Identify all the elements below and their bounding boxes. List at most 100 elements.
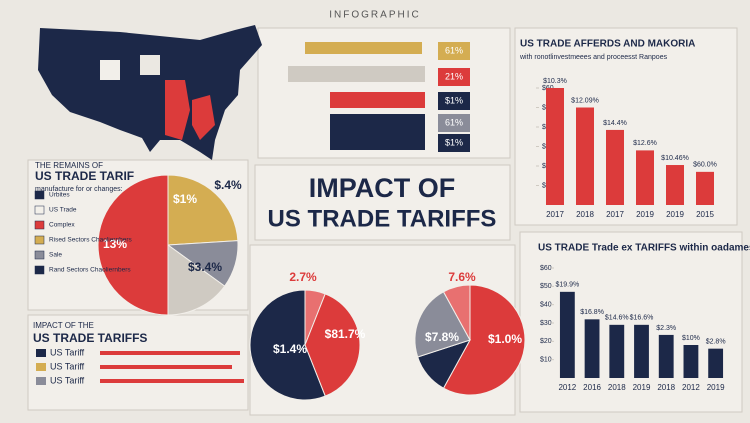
y-tick-label: $50 [540,283,552,290]
tariff-item: US Tariff [50,347,85,357]
legend-swatch [34,235,45,245]
headline: US TRADE TARIFFS [268,205,497,232]
bar-annotation: $12.6% [633,140,657,147]
tariff-item: US Tariff [50,361,85,371]
x-tick-label: 2018 [608,383,626,392]
pie-annotation: 2.7% [289,270,317,284]
legend-label: Rand Sectors Chaoliernbers [49,267,131,274]
headline: IMPACT OF [309,173,455,203]
pie-annotation: $7.8% [425,330,459,344]
map-region [192,95,215,140]
pie-annotation: 7.6% [448,270,476,284]
bar [559,291,575,378]
percent-label: 61% [445,117,463,127]
legend-label: Complex [49,222,75,229]
chart-title: US TRADE Trade ex TARIFFS within oadames… [538,243,750,254]
pie-annotation: $81.7% [325,327,366,341]
header-label: INFOGRAPHIC [329,10,420,21]
x-tick-label: 2017 [606,210,624,219]
pie-annotation: $1% [173,192,197,206]
pie-slice [97,174,169,316]
bar-annotation: $60.0% [693,162,717,169]
pie-annotation: $1.4% [273,342,307,356]
legend-swatch [34,250,45,260]
pie-slice [414,291,471,358]
bar [658,334,674,378]
label-box [438,114,470,132]
percent-label: $1% [445,137,463,147]
label-box [438,68,470,86]
legend-label: US Trade [49,207,77,214]
bar [546,88,564,205]
bar [609,324,625,378]
bar [666,165,684,205]
bar-annotation: $2.3% [656,325,676,332]
pie-slice [442,284,526,396]
percent-label: 21% [445,71,463,81]
pie-slice [442,284,471,341]
bar-panel-bottom [519,231,743,413]
bar-annotation: $14.4% [603,120,627,127]
bar [576,107,594,205]
percent-label: $1% [445,95,463,105]
x-tick-label: 2019 [707,383,725,392]
bar [696,171,714,205]
bar-annotation: $10% [682,335,700,342]
bar-annotation: $12.09% [571,97,599,104]
bar-annotation: $14.6% [605,315,629,322]
legend-label: Rised Sectors Chaoliernbers [49,237,132,244]
x-tick-label: 2017 [546,210,564,219]
pie-slice [167,174,239,246]
bar [708,348,724,378]
legend-label: Urbites [49,192,70,199]
pie-annotation: $1.0% [488,332,522,346]
percent-label: 61% [445,45,463,55]
pie-annotation: $.4% [214,178,242,192]
map-region [165,80,190,140]
deco-bar [330,92,425,108]
x-tick-label: 2018 [657,383,675,392]
bar-annotation: $16.8% [580,309,604,316]
legend-swatch [34,190,45,200]
bar-annotation: $10.3% [543,78,567,85]
y-tick-label: $30 [540,320,552,327]
tariff-kicker: IMPACT OF THE [33,321,94,330]
map-region [140,55,160,75]
x-tick-label: 2016 [583,383,601,392]
x-tick-label: 2019 [633,383,651,392]
headline-panel [254,164,511,241]
x-tick-label: 2019 [636,210,654,219]
label-box [438,134,470,152]
pie-annotation: $3.4% [188,260,222,274]
y-tick-label: $20 [540,338,552,345]
label-box [438,92,470,110]
chart-subtitle: manufacture for or changes: [35,186,123,193]
deco-bar [305,42,422,54]
swatch [36,363,46,371]
bar-annotation: $16.6% [630,315,654,322]
pie-slice [167,244,226,316]
label-box [438,42,470,60]
bar-annotation: $19.9% [555,282,579,289]
y-tick-label: $10 [540,357,552,364]
x-tick-label: 2018 [576,210,594,219]
tariff-list: IMPACT OF THE US TRADE TARIFFS US Tariff… [33,321,244,385]
tariff-title: US TRADE TARIFFS [33,331,147,345]
pie-annotation: 13% [103,237,127,251]
deco-bar [330,114,425,150]
bar [634,324,649,378]
bar [584,319,600,378]
legend-swatch [34,265,45,275]
x-tick-label: 2019 [666,210,684,219]
pie-slice [304,293,361,397]
bar-annotation: $2.8% [706,339,726,346]
chart-kicker: THE REMAINS OF [35,161,103,170]
tariff-item: US Tariff [50,375,85,385]
swatch [36,349,46,357]
bar-annotation: $10.46% [661,155,689,162]
chart-title: US TRADE AFFERDS AND MAKORIA [520,39,695,50]
y-tick-label: $60 [540,265,552,272]
legend-label: Sale [49,252,62,259]
chart-subtitle: with ronotlinvestmeees and proceesst Ran… [519,54,668,61]
